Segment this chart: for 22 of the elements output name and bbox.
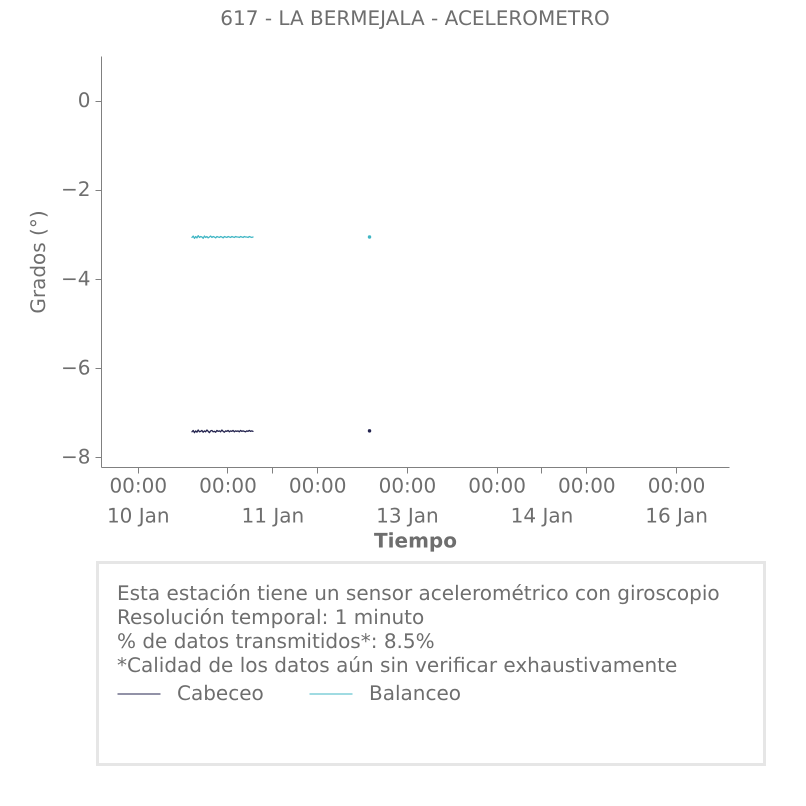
y-tick-label: −6 bbox=[61, 356, 90, 380]
x-tick-label: 00:00 bbox=[558, 474, 616, 498]
x-tick-label: 00:00 bbox=[468, 474, 526, 498]
x2-tick-label: 16 Jan bbox=[645, 504, 708, 528]
x-tick-label: 00:00 bbox=[648, 474, 706, 498]
x2-tick-label: 10 Jan bbox=[106, 504, 170, 528]
x-axis-title: Tiempo bbox=[374, 528, 457, 552]
x2-tick-label: 11 Jan bbox=[242, 504, 304, 528]
x-tick-label: 00:00 bbox=[109, 474, 168, 498]
y-axis-title: Grados (°) bbox=[26, 210, 50, 314]
y-tick-label: 0 bbox=[78, 88, 90, 112]
x-tick-label: 00:00 bbox=[378, 474, 436, 498]
x2-tick-label: 14 Jan bbox=[510, 504, 574, 528]
chart-title: 617 - LA BERMEJALA - ACELEROMETRO bbox=[220, 6, 610, 30]
x-tick-label: 00:00 bbox=[288, 474, 347, 498]
y-tick-label: −2 bbox=[61, 177, 90, 202]
legend-label: Balanceo bbox=[369, 681, 462, 705]
y-tick-label: −8 bbox=[61, 444, 90, 469]
y-tick-label: −4 bbox=[61, 266, 90, 290]
x2-tick-label: 13 Jan bbox=[376, 504, 439, 528]
legend-label: Cabeceo bbox=[177, 681, 264, 705]
x-tick-label: 00:00 bbox=[199, 474, 257, 498]
